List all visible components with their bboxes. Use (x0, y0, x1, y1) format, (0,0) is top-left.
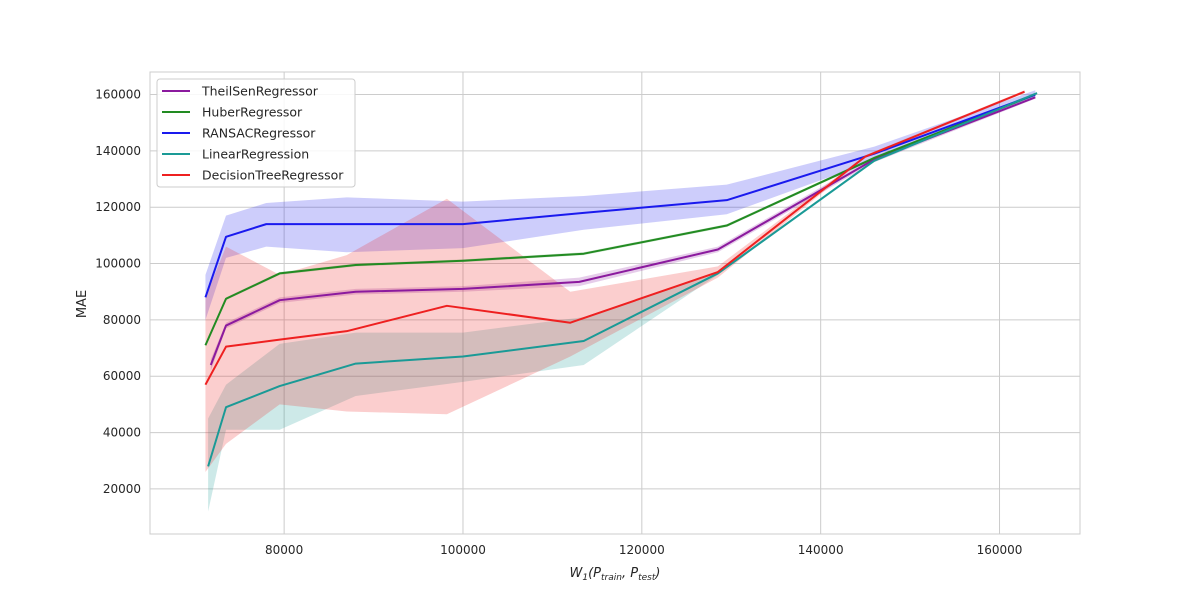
x-tick-label: 80000 (265, 543, 303, 557)
y-tick-label: 120000 (95, 200, 141, 214)
x-label-close: ) (654, 566, 660, 581)
legend-label: RANSACRegressor (202, 126, 316, 141)
series-line-1 (204, 93, 1036, 346)
series-lines (204, 90, 1038, 467)
y-tick-labels: 20000 40000 60000 80000 100000 120000 140000 16… (95, 88, 141, 496)
y-axis-label: MAE (75, 290, 90, 318)
x-label-mid: , P (622, 566, 638, 581)
x-tick-label: 100000 (440, 543, 486, 557)
legend-box (156, 78, 356, 188)
series-line-3 (207, 92, 1038, 467)
x-tick-label: 140000 (798, 543, 844, 557)
y-tick-label: 20000 (103, 482, 141, 496)
x-tick-label: 120000 (619, 543, 665, 557)
x-label-open: (P (588, 566, 601, 581)
confidence-bands (205, 90, 1038, 512)
y-tick-label: 140000 (95, 144, 141, 158)
x-tick-label: 160000 (977, 543, 1023, 557)
confidence-band-4 (205, 90, 1025, 473)
x-label-sub1: 1 (582, 573, 588, 583)
y-tick-label: 80000 (103, 313, 141, 327)
series-line-2 (204, 93, 1036, 298)
x-axis-label: W1(Ptrain, Ptest) (570, 566, 661, 583)
x-label-main: W (570, 566, 584, 581)
grid (150, 72, 1080, 534)
legend-label: HuberRegressor (202, 105, 303, 120)
y-tick-label: 160000 (95, 88, 141, 102)
y-tick-label: 100000 (95, 257, 141, 271)
legend: TheilSenRegressor HuberRegressor RANSACReg… (156, 78, 356, 188)
plot-frame (149, 71, 1081, 535)
y-tick-label: 60000 (103, 369, 141, 383)
y-tick-label: 40000 (103, 426, 141, 440)
x-label-sub2: train (601, 573, 622, 583)
x-tick-labels: 80000 100000 120000 140000 160000 (265, 543, 1022, 557)
series-line-4 (204, 90, 1025, 386)
legend-label: LinearRegression (202, 147, 309, 162)
confidence-band-2 (205, 90, 1036, 320)
legend-label: DecisionTreeRegressor (202, 168, 344, 183)
legend-label: TheilSenRegressor (201, 84, 319, 99)
x-label-sub3: test (638, 573, 656, 583)
